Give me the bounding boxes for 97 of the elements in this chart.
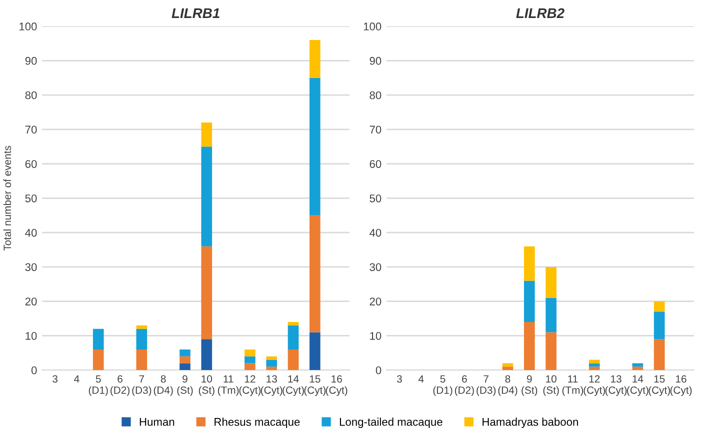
y-axis-title: Total number of events bbox=[3, 146, 12, 251]
x-tick-label: 8 (D4) bbox=[498, 375, 518, 396]
bar bbox=[632, 366, 644, 370]
x-tick-label: 11 (Tm) bbox=[562, 375, 584, 396]
bar bbox=[546, 298, 556, 332]
bar bbox=[310, 40, 320, 78]
x-tick-label: 3 bbox=[396, 375, 402, 383]
x-tick-label: 10 (St) bbox=[543, 375, 559, 396]
bar bbox=[244, 349, 256, 356]
bar bbox=[266, 360, 278, 367]
y-tick-label: 10 bbox=[26, 332, 37, 340]
chart-title: LILRB1 bbox=[172, 8, 220, 18]
bar bbox=[266, 366, 278, 370]
y-tick-label: 60 bbox=[25, 160, 37, 168]
bar bbox=[310, 215, 320, 332]
y-tick-label: 30 bbox=[25, 263, 37, 272]
bar bbox=[136, 325, 148, 329]
y-tick-label: 30 bbox=[370, 263, 382, 272]
bar bbox=[201, 246, 212, 340]
x-tick-label: 6 (D2) bbox=[110, 375, 130, 396]
y-tick-label: 60 bbox=[370, 160, 382, 168]
y-tick-label: 50 bbox=[370, 194, 382, 202]
x-tick-label: 10 (St) bbox=[198, 375, 214, 396]
legend-label: Rhesus macaque bbox=[214, 418, 300, 428]
bar bbox=[654, 301, 665, 312]
bar bbox=[201, 122, 212, 147]
y-tick-label: 40 bbox=[370, 228, 382, 237]
x-tick-label: 3 bbox=[52, 375, 58, 383]
x-tick-label: 7 (D3) bbox=[132, 375, 152, 396]
x-tick-label: 12 (Cyt) bbox=[239, 375, 261, 396]
bar bbox=[524, 322, 535, 370]
x-tick-label: 4 bbox=[418, 375, 424, 383]
y-tick-label: 20 bbox=[25, 298, 37, 306]
bar bbox=[92, 328, 104, 350]
y-tick-label: 0 bbox=[31, 366, 37, 374]
x-tick-label: 15 (Cyt) bbox=[648, 375, 670, 396]
bar bbox=[92, 349, 104, 370]
chart-title: LILRB2 bbox=[516, 8, 564, 18]
y-tick-label: 100 bbox=[364, 22, 382, 30]
bar bbox=[180, 363, 190, 370]
y-tick-label: 100 bbox=[20, 22, 37, 30]
y-tick-label: 90 bbox=[25, 56, 37, 65]
x-tick-label: 15 (Cyt) bbox=[304, 375, 326, 396]
bar bbox=[654, 312, 665, 340]
bar bbox=[244, 363, 256, 370]
y-tick-label: 90 bbox=[370, 56, 382, 65]
x-tick-label: 9 (St) bbox=[522, 375, 538, 396]
bar bbox=[588, 366, 600, 370]
bar bbox=[266, 356, 278, 360]
bar bbox=[654, 339, 665, 370]
y-tick-label: 10 bbox=[370, 332, 382, 340]
y-tick-label: 70 bbox=[370, 126, 382, 134]
bar bbox=[288, 322, 299, 326]
y-tick-label: 0 bbox=[376, 366, 382, 374]
x-tick-label: 5 (D1) bbox=[433, 375, 452, 396]
bar bbox=[632, 363, 644, 367]
y-tick-label: 70 bbox=[25, 126, 37, 134]
y-tick-label: 20 bbox=[370, 298, 382, 306]
bar bbox=[588, 363, 600, 367]
x-tick-label: 5 (D1) bbox=[88, 375, 108, 396]
bar bbox=[310, 78, 320, 216]
bar bbox=[502, 366, 514, 370]
y-tick-label: 80 bbox=[25, 91, 37, 100]
x-tick-label: 13 (Cyt) bbox=[260, 375, 282, 396]
bar bbox=[180, 356, 190, 364]
bar bbox=[288, 325, 299, 350]
y-tick-label: 50 bbox=[25, 194, 37, 202]
bar bbox=[180, 349, 190, 356]
bar bbox=[502, 363, 514, 367]
bar bbox=[524, 280, 535, 322]
x-tick-label: 6 (D2) bbox=[454, 375, 474, 396]
legend-label: Human bbox=[140, 418, 174, 426]
legend-label: Long-tailed macaque bbox=[340, 418, 442, 428]
y-tick-label: 80 bbox=[370, 91, 382, 100]
bar bbox=[288, 349, 299, 370]
x-tick-label: 11 (Tm) bbox=[218, 375, 239, 396]
x-tick-label: 4 bbox=[74, 375, 80, 383]
bar bbox=[546, 266, 556, 298]
x-tick-label: 8 (D4) bbox=[154, 375, 173, 396]
y-tick-label: 40 bbox=[25, 228, 37, 237]
x-tick-label: 12 (Cyt) bbox=[584, 375, 606, 396]
bar bbox=[546, 332, 556, 370]
legend-label: Hamadryas baboon bbox=[482, 418, 578, 428]
x-tick-label: 16 (Cyt) bbox=[670, 375, 692, 396]
x-tick-label: 14 (Cyt) bbox=[627, 375, 648, 396]
x-tick-label: 13 (Cyt) bbox=[605, 375, 627, 396]
bar bbox=[136, 349, 148, 370]
x-tick-label: 7 (D3) bbox=[476, 375, 496, 396]
bar bbox=[244, 356, 256, 364]
bar bbox=[524, 246, 535, 281]
x-tick-label: 9 (St) bbox=[177, 375, 193, 396]
bar bbox=[136, 328, 148, 350]
x-tick-label: 16 (Cyt) bbox=[326, 375, 348, 396]
bar bbox=[310, 332, 320, 370]
bar bbox=[201, 339, 212, 370]
bar bbox=[201, 146, 212, 246]
x-tick-label: 14 (Cyt) bbox=[282, 375, 304, 396]
